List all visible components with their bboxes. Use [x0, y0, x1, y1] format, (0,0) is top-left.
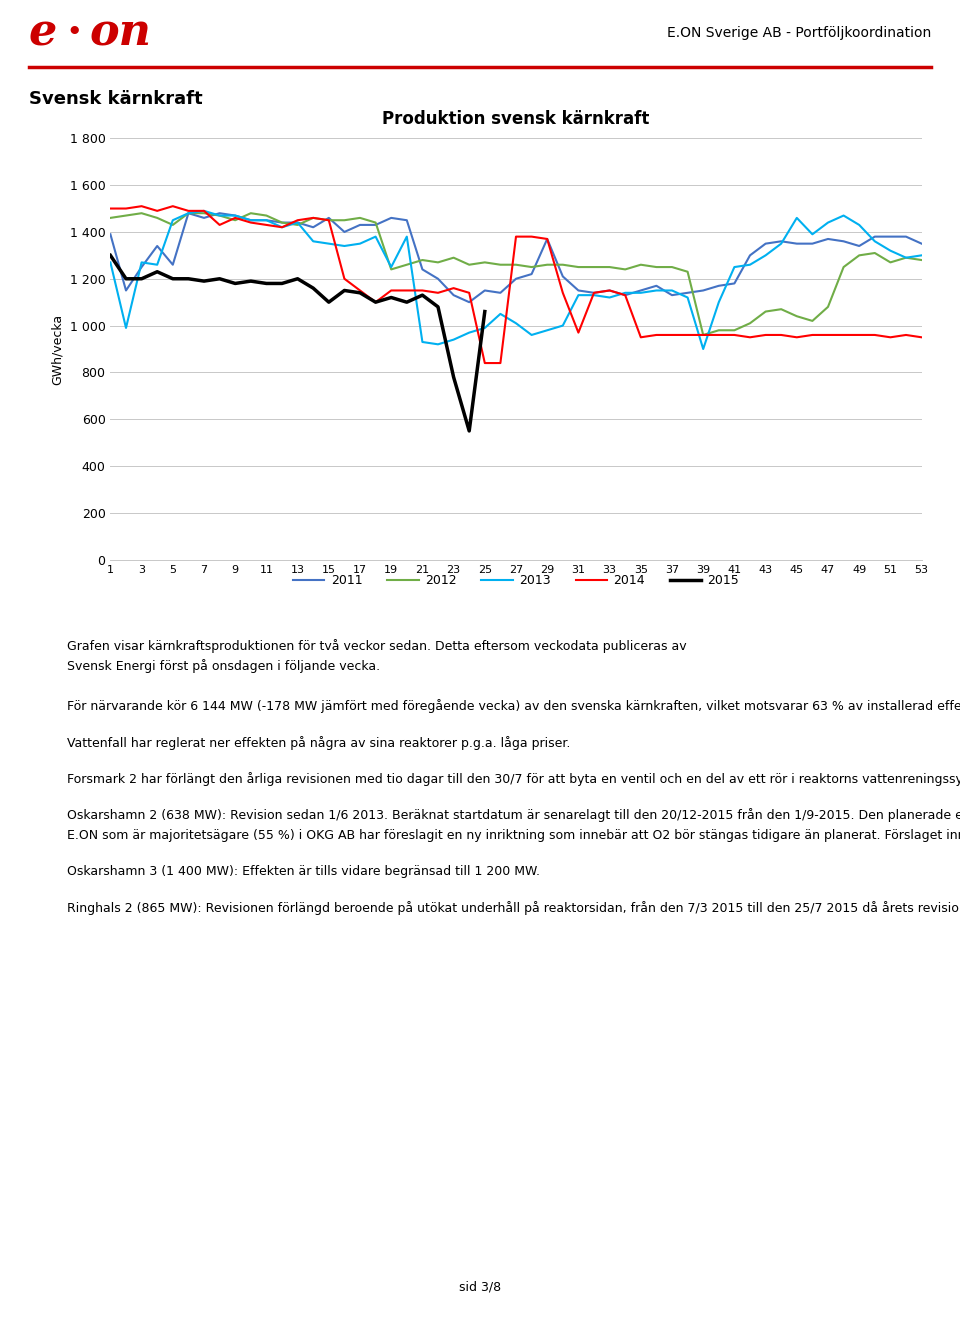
Text: ·: · — [67, 12, 83, 54]
Text: e: e — [29, 12, 58, 54]
Legend: 2011, 2012, 2013, 2014, 2015: 2011, 2012, 2013, 2014, 2015 — [288, 569, 744, 593]
Title: Produktion svensk kärnkraft: Produktion svensk kärnkraft — [382, 111, 650, 128]
Text: E.ON som är majoritetsägare (55 %) i OKG AB har föreslagit en ny inriktning som : E.ON som är majoritetsägare (55 %) i OKG… — [67, 828, 960, 843]
Text: Grafen visar kärnkraftsproduktionen för två veckor sedan. Detta eftersom veckoda: Grafen visar kärnkraftsproduktionen för … — [67, 639, 686, 653]
Text: För närvarande kör 6 144 MW (-178 MW jämfört med föregående vecka) av den svensk: För närvarande kör 6 144 MW (-178 MW jäm… — [67, 699, 960, 714]
Text: Oskarshamn 3 (1 400 MW): Effekten är tills vidare begränsad till 1 200 MW.: Oskarshamn 3 (1 400 MW): Effekten är til… — [67, 865, 540, 877]
Text: Svensk Energi först på onsdagen i följande vecka.: Svensk Energi först på onsdagen i följan… — [67, 660, 380, 673]
Text: E.ON Sverige AB - Portföljkoordination: E.ON Sverige AB - Portföljkoordination — [667, 26, 931, 40]
Text: Oskarshamn 2 (638 MW): Revision sedan 1/6 2013. Beräknat startdatum är senarelag: Oskarshamn 2 (638 MW): Revision sedan 1/… — [67, 809, 960, 822]
Text: Vattenfall har reglerat ner effekten på några av sina reaktorer p.g.a. låga pris: Vattenfall har reglerat ner effekten på … — [67, 736, 570, 749]
Text: Svensk kärnkraft: Svensk kärnkraft — [29, 90, 203, 108]
Text: on: on — [89, 12, 152, 54]
Text: sid 3/8: sid 3/8 — [459, 1281, 501, 1293]
Text: Ringhals 2 (865 MW): Revisionen förlängd beroende på utökat underhåll på reaktor: Ringhals 2 (865 MW): Revisionen förlängd… — [67, 901, 960, 915]
Text: Forsmark 2 har förlängt den årliga revisionen med tio dagar till den 30/7 för at: Forsmark 2 har förlängt den årliga revis… — [67, 772, 960, 786]
Y-axis label: GWh/vecka: GWh/vecka — [51, 313, 64, 385]
